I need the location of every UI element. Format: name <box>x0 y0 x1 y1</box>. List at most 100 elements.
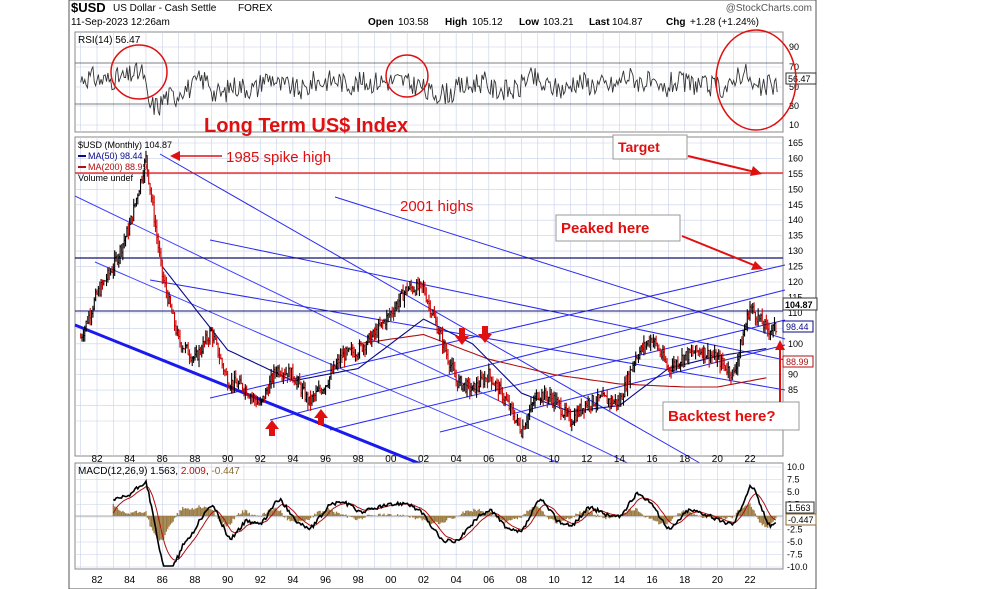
chg-value: +1.28 (+1.24%) <box>690 17 759 28</box>
price-tick: 140 <box>788 215 803 225</box>
x-tick-label: 22 <box>744 575 756 586</box>
hist-tag-value: -0.447 <box>788 515 814 525</box>
x-tick-label: 92 <box>255 575 267 586</box>
high-label: High <box>445 17 467 28</box>
x-tick-label: 04 <box>451 575 463 586</box>
ma50-value: 98.44 <box>786 322 809 332</box>
x-tick-label: 06 <box>483 575 495 586</box>
arrow-up-1992 <box>265 420 279 436</box>
x-tick-label: 82 <box>91 454 103 465</box>
price-tick: 160 <box>788 153 803 163</box>
legend-title: $USD (Monthly) 104.87 <box>78 140 172 150</box>
ma50-tag <box>782 320 814 333</box>
header-name: US Dollar - Cash Settle <box>113 3 217 14</box>
x-tick-label: 08 <box>516 454 528 465</box>
price-tick: 135 <box>788 231 803 241</box>
header-date: 11-Sep-2023 12:26am <box>71 17 170 28</box>
price-tick: 130 <box>788 246 803 256</box>
rsi-tick: 30 <box>789 101 799 111</box>
annotation-peaked: Peaked here <box>561 220 649 237</box>
price-tick: 145 <box>788 200 803 210</box>
open-label: Open <box>368 17 394 28</box>
last-value: 104.87 <box>612 17 643 28</box>
price-tick: 90 <box>788 370 798 380</box>
arrow-down-2005 <box>478 326 492 343</box>
ma200-value: 88.99 <box>786 357 809 367</box>
rsi-tick: 50 <box>789 82 799 92</box>
hist-tag <box>785 513 817 526</box>
macd-tag-value: 1.563 <box>788 503 811 513</box>
arrow-up-1995 <box>314 409 328 425</box>
x-tick-label: 88 <box>189 454 201 465</box>
annotation-target: Target <box>618 139 660 155</box>
chg-label: Chg <box>666 17 685 28</box>
x-tick-label: 88 <box>189 575 201 586</box>
rsi-value: 56.47 <box>788 74 811 84</box>
x-tick-label: 98 <box>353 454 365 465</box>
price-tick: 110 <box>788 308 802 318</box>
x-tick-label: 96 <box>320 454 332 465</box>
last-price-tag <box>782 297 818 311</box>
macd-tick: -5.0 <box>787 537 803 547</box>
price-tick: 150 <box>788 184 803 194</box>
macd-tick: 10.0 <box>787 462 805 472</box>
annotation-backtest: Backtest here? <box>668 408 776 425</box>
open-value: 103.58 <box>398 17 429 28</box>
backtest-callout <box>662 401 800 431</box>
x-tick-label: 06 <box>483 454 495 465</box>
x-tick-label: 10 <box>549 575 561 586</box>
price-tick: 155 <box>788 169 803 179</box>
x-tick-label: 98 <box>353 575 365 586</box>
rsi-panel: RSI(14) 56.47 90 70 50 30 10 56.47 <box>74 29 817 133</box>
macd-tick: 5.0 <box>787 487 800 497</box>
annotation-2001-highs: 2001 highs <box>400 198 473 215</box>
high-value: 105.12 <box>472 17 503 28</box>
x-tick-label: 94 <box>287 454 299 465</box>
low-label: Low <box>519 17 539 28</box>
x-tick-label: 02 <box>418 454 430 465</box>
macd-tick: -2.5 <box>787 525 803 535</box>
x-tick-label: 14 <box>614 454 626 465</box>
price-bars <box>80 150 778 439</box>
legend-ma200: MA(200) 88.99 <box>88 162 148 172</box>
x-tick-label: 86 <box>157 454 169 465</box>
x-tick-label: 20 <box>712 575 724 586</box>
x-tick-label: 84 <box>124 454 136 465</box>
x-tick-label: 00 <box>385 575 397 586</box>
rsi-line <box>80 62 778 116</box>
rsi-tick: 10 <box>789 120 799 130</box>
x-tick-label: 84 <box>124 575 136 586</box>
macd-panel: MACD(12,26,9) 1.563, 2.009, -0.447 10.0 7… <box>74 462 817 572</box>
x-tick-label: 02 <box>418 575 430 586</box>
price-tick: 165 <box>788 138 803 148</box>
x-tick-label: 20 <box>712 454 724 465</box>
macd-tick: -7.5 <box>787 550 803 560</box>
price-tick: 85 <box>788 385 798 395</box>
x-tick-label: 90 <box>222 454 234 465</box>
last-price-value: 104.87 <box>785 300 813 310</box>
price-legend: $USD (Monthly) 104.87 MA(50) 98.44 MA(20… <box>78 140 172 183</box>
x-tick-label: 14 <box>614 575 626 586</box>
macd-signal-line <box>112 485 777 561</box>
rsi-circle-1985 <box>110 44 168 100</box>
x-tick-label: 12 <box>581 575 593 586</box>
x-tick-label: 18 <box>679 454 691 465</box>
price-tick: 115 <box>788 292 802 302</box>
x-tick-label: 92 <box>255 454 267 465</box>
x-tick-label: 82 <box>91 575 103 586</box>
arrow-down-2004 <box>455 328 469 345</box>
x-tick-label: 00 <box>385 454 397 465</box>
annotation-spike: 1985 spike high <box>226 149 331 166</box>
header-symbol: $USD <box>71 0 106 15</box>
price-tick: 120 <box>788 277 803 287</box>
x-tick-label: 22 <box>744 454 756 465</box>
x-tick-label: 18 <box>679 575 691 586</box>
macd-tick: -10.0 <box>787 562 808 572</box>
x-tick-label: 16 <box>646 575 658 586</box>
x-tick-label: 96 <box>320 575 332 586</box>
peaked-callout <box>555 214 681 242</box>
ma200-line <box>358 333 767 388</box>
macd-tick: 7.5 <box>787 475 800 485</box>
x-tick-label: 16 <box>646 454 658 465</box>
